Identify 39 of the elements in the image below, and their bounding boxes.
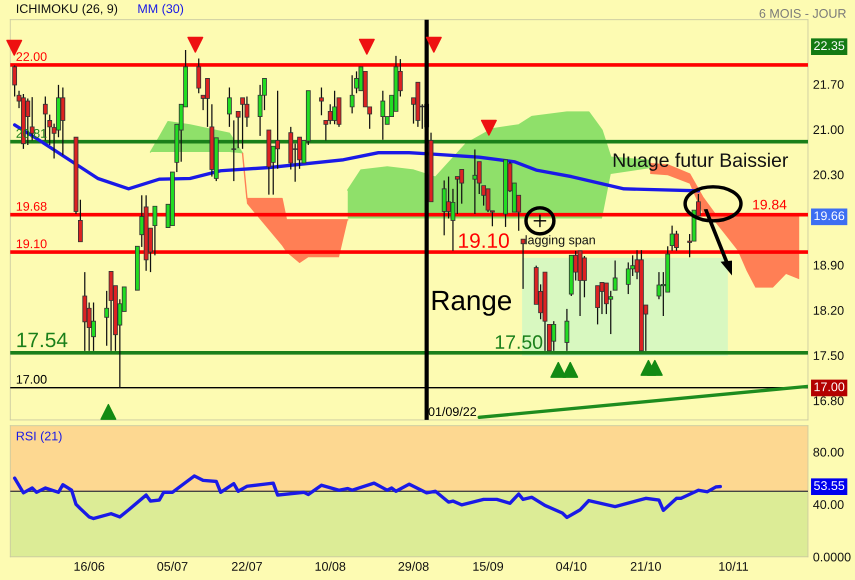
text: MM (30) xyxy=(138,4,184,16)
legend-title: ICHIMOKU (26, 9) xyxy=(16,4,118,16)
annotation: lagging span xyxy=(526,235,595,247)
y-tick-label: 18.20 xyxy=(814,306,844,315)
x-tick-label: 15/09 xyxy=(473,562,504,571)
ref-line-label: 17.00 xyxy=(16,374,47,384)
ref-line-label: 17.54 xyxy=(17,332,68,348)
x-tick-label: 04/10 xyxy=(556,562,586,571)
y-tick-label: 0.0000 xyxy=(813,552,851,562)
x-tick-label: 10/11 xyxy=(719,562,748,571)
annotation: 19.84 xyxy=(753,200,786,210)
text: 53.55 xyxy=(814,481,844,490)
ref-line-label: 22.00 xyxy=(16,52,47,62)
y-tick-label: 16.80 xyxy=(814,396,844,406)
ref-line-label: 19.68 xyxy=(16,202,47,211)
ref-line-label: 19.10 xyxy=(16,239,47,248)
y-tick-label: 21.70 xyxy=(813,80,844,89)
text: 19.66 xyxy=(814,211,844,220)
y-tick-label: 18.90 xyxy=(814,260,844,270)
text: 22.35 xyxy=(814,41,844,50)
annotation: Nuage futur Baissier xyxy=(614,152,788,171)
y-tick-label: 21.00 xyxy=(813,125,844,134)
text: 17.00 xyxy=(814,382,844,392)
x-tick-label: 10/08 xyxy=(316,562,346,571)
x-tick-label: 21/10 xyxy=(630,562,661,571)
y-tick-label: 20.30 xyxy=(813,170,844,180)
x-tick-label: 16/06 xyxy=(74,562,104,571)
y-tick-label: 80.00 xyxy=(813,448,844,457)
x-tick-label: 22/07 xyxy=(232,562,262,571)
ref-line-label: 01/09/22 xyxy=(428,406,476,416)
chart-subtitle: 6 MOIS - JOUR xyxy=(760,9,846,18)
annotation: Range xyxy=(432,290,512,316)
y-tick-label: 40.00 xyxy=(813,500,844,510)
x-tick-label: 29/08 xyxy=(398,562,429,571)
x-tick-label: 05/07 xyxy=(157,562,188,571)
annotation: 17.50 xyxy=(496,335,542,349)
annotation: RSI (21) xyxy=(16,431,62,443)
annotation: 19.10 xyxy=(459,233,509,248)
y-tick-label: 17.50 xyxy=(814,351,844,360)
